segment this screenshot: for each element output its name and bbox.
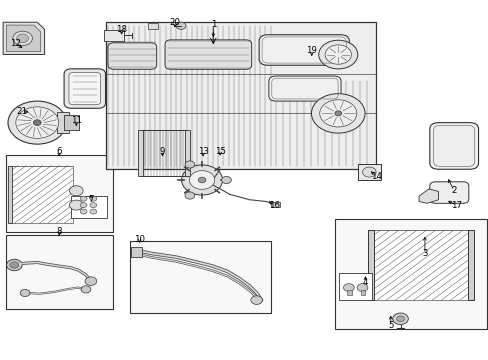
Circle shape [90, 209, 97, 214]
Circle shape [6, 259, 22, 271]
Bar [9, 166, 73, 223]
Text: 9: 9 [160, 147, 165, 156]
Text: 7: 7 [88, 195, 94, 204]
FancyBboxPatch shape [108, 43, 156, 69]
Circle shape [198, 177, 205, 183]
FancyBboxPatch shape [165, 40, 251, 69]
Text: 14: 14 [370, 172, 381, 181]
Text: 6: 6 [56, 147, 62, 156]
Bar [104, 30, 123, 41]
Text: 17: 17 [450, 201, 461, 210]
Bar [367, 230, 373, 300]
Circle shape [16, 107, 59, 138]
Bar [370, 230, 468, 300]
Bar [346, 290, 351, 296]
Bar [184, 130, 189, 176]
Circle shape [17, 34, 28, 42]
FancyBboxPatch shape [268, 76, 340, 101]
Polygon shape [418, 189, 438, 203]
Polygon shape [6, 25, 41, 51]
Circle shape [319, 100, 356, 127]
Circle shape [318, 40, 357, 69]
Bar [357, 164, 380, 180]
Bar [105, 22, 375, 169]
Bar [148, 23, 158, 30]
Bar [7, 166, 12, 223]
Circle shape [325, 45, 351, 64]
Text: 15: 15 [214, 147, 225, 156]
Bar [360, 290, 365, 296]
Circle shape [13, 31, 32, 45]
Circle shape [81, 286, 91, 293]
FancyBboxPatch shape [69, 72, 101, 105]
Text: 3: 3 [421, 249, 427, 258]
Circle shape [184, 161, 194, 168]
Circle shape [20, 289, 30, 297]
FancyBboxPatch shape [429, 182, 468, 203]
Circle shape [181, 165, 222, 195]
Circle shape [176, 22, 185, 30]
Circle shape [221, 176, 231, 184]
Circle shape [80, 196, 87, 201]
Circle shape [189, 171, 214, 189]
Bar [5, 234, 113, 309]
Text: 11: 11 [71, 116, 81, 125]
Bar [338, 273, 371, 300]
Circle shape [10, 262, 19, 268]
Circle shape [90, 203, 97, 208]
Bar [9, 166, 73, 223]
Circle shape [69, 186, 83, 196]
Circle shape [80, 203, 87, 208]
Text: 4: 4 [362, 278, 367, 287]
Text: 12: 12 [10, 39, 21, 48]
Text: 13: 13 [197, 147, 208, 156]
Circle shape [8, 101, 66, 144]
Text: 16: 16 [269, 201, 280, 210]
Bar [5, 155, 113, 232]
Circle shape [33, 120, 41, 126]
FancyBboxPatch shape [429, 123, 478, 169]
Polygon shape [3, 22, 44, 54]
Circle shape [356, 284, 367, 292]
Text: 18: 18 [116, 25, 127, 34]
FancyBboxPatch shape [64, 69, 105, 108]
Bar [71, 196, 106, 218]
Text: 5: 5 [387, 321, 393, 330]
FancyBboxPatch shape [259, 35, 348, 65]
Circle shape [334, 111, 341, 116]
Bar [64, 116, 79, 130]
Circle shape [250, 296, 262, 305]
Circle shape [184, 192, 194, 199]
Text: 2: 2 [450, 186, 456, 195]
Text: 1: 1 [210, 19, 216, 28]
Text: 8: 8 [56, 228, 62, 237]
Circle shape [311, 94, 365, 133]
Text: 10: 10 [134, 235, 145, 244]
Circle shape [69, 200, 83, 210]
Bar [131, 247, 142, 257]
Circle shape [343, 284, 353, 292]
Circle shape [392, 313, 407, 324]
Bar [370, 230, 468, 300]
Text: 20: 20 [169, 18, 180, 27]
Bar [130, 241, 271, 313]
Circle shape [85, 277, 97, 285]
Bar [467, 230, 473, 300]
Circle shape [90, 196, 97, 201]
Circle shape [396, 316, 404, 321]
Bar [142, 130, 185, 176]
Bar [271, 202, 280, 207]
Bar [138, 130, 143, 176]
Bar [334, 220, 487, 329]
Bar [57, 112, 69, 134]
Text: 21: 21 [16, 107, 27, 116]
Circle shape [80, 209, 87, 214]
Text: 19: 19 [305, 46, 317, 55]
Circle shape [362, 167, 375, 177]
